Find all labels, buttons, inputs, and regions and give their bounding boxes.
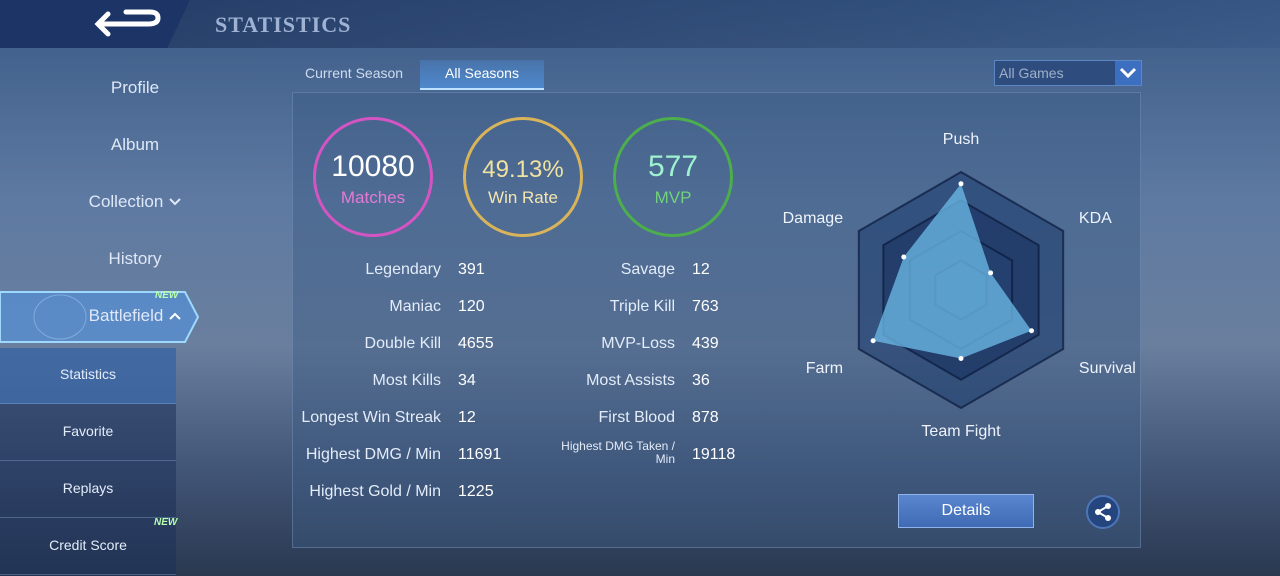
radar-axis-label: Farm <box>806 360 843 377</box>
menu-item[interactable]: Album <box>110 135 160 154</box>
stat-label: Maniac <box>389 298 441 315</box>
share-icon <box>1095 503 1111 521</box>
summary-value: 10080 <box>331 150 415 183</box>
stat-value: 34 <box>458 372 476 389</box>
tab[interactable]: Current Season <box>305 65 404 81</box>
radar-axis-label: Survival <box>1079 360 1136 377</box>
radar-axis-label: KDA <box>1079 210 1112 227</box>
menu-item[interactable]: Profile <box>110 78 160 97</box>
submenu-item[interactable]: Credit Score <box>0 519 176 575</box>
summary-ring: 49.13% Win Rate <box>463 117 583 237</box>
stat-value: 763 <box>692 298 719 315</box>
stat-label: Most Assists <box>586 372 675 389</box>
dropdown-arrow <box>1115 61 1141 85</box>
stat-value: 36 <box>692 372 710 389</box>
stat-value: 391 <box>458 261 485 278</box>
submenu-item[interactable]: Favorite <box>0 405 176 461</box>
menu-item[interactable]: Battlefield <box>0 306 270 326</box>
tab[interactable]: All Seasons <box>420 60 544 90</box>
menu-item[interactable]: History <box>108 249 162 268</box>
top-bar <box>0 0 1280 48</box>
radar-point <box>958 181 964 187</box>
page-title: STATISTICS <box>215 12 352 37</box>
radar-axis-label: Push <box>943 131 979 148</box>
filter-dropdown[interactable]: All Games <box>994 60 1142 86</box>
filter-label: All Games <box>999 65 1064 81</box>
radar-axis-label: Team Fight <box>921 423 1001 440</box>
stat-label: Savage <box>620 261 675 278</box>
radar-point <box>958 355 964 361</box>
stat-value: 878 <box>692 409 719 426</box>
chevron <box>169 198 182 206</box>
stat-label: Most Kills <box>372 372 441 389</box>
menu-item[interactable]: Collection <box>0 192 270 212</box>
active-highlight <box>0 291 200 343</box>
stat-value: 439 <box>692 335 719 352</box>
stat-value: 1225 <box>458 483 494 500</box>
stat-label: First Blood <box>598 409 675 426</box>
chevron <box>169 312 182 320</box>
stat-value: 12 <box>692 261 710 278</box>
radar-point <box>901 254 907 260</box>
summary-ring: 577 MVP <box>613 117 733 237</box>
summary-label: MVP <box>654 188 692 207</box>
stat-label: Legendary <box>365 261 441 278</box>
summary-value: 577 <box>647 150 699 183</box>
details-button[interactable]: Details <box>898 494 1034 528</box>
summary-ring: 10080 Matches <box>313 117 433 237</box>
submenu-item[interactable]: Statistics <box>0 348 176 404</box>
radar-area <box>873 183 1032 359</box>
stat-label: MVP-Loss <box>601 335 675 352</box>
stat-value: 4655 <box>458 335 494 352</box>
stat-label: Double Kill <box>364 335 441 352</box>
stat-label: Triple Kill <box>609 298 675 315</box>
radar-point <box>988 270 994 276</box>
share-button[interactable] <box>1086 495 1120 529</box>
new-badge: NEW <box>154 517 178 528</box>
summary-label: Win Rate <box>488 188 558 207</box>
submenu-item[interactable]: Replays <box>0 462 176 518</box>
stat-value: 12 <box>458 409 476 426</box>
radar-chart: Push KDA Survival Team Fight Farm Damage <box>783 131 1136 440</box>
stat-value: 120 <box>458 298 485 315</box>
radar-axis-label: Damage <box>783 210 844 227</box>
new-badge: NEW <box>155 290 179 301</box>
radar-point <box>870 338 876 344</box>
stat-label: Highest DMG / Min <box>305 446 441 463</box>
summary-label: Matches <box>340 188 406 207</box>
back-icon <box>94 9 161 37</box>
stat-value: 11691 <box>458 446 502 463</box>
stat-label: Longest Win Streak <box>301 409 441 426</box>
stat-label: Highest Gold / Min <box>309 483 441 500</box>
back-button[interactable] <box>0 0 190 48</box>
stat-label: Highest DMG Taken / Min <box>561 439 675 466</box>
radar-point <box>1029 328 1035 334</box>
summary-value: 49.13% <box>482 156 564 183</box>
stat-value: 19118 <box>692 446 736 463</box>
